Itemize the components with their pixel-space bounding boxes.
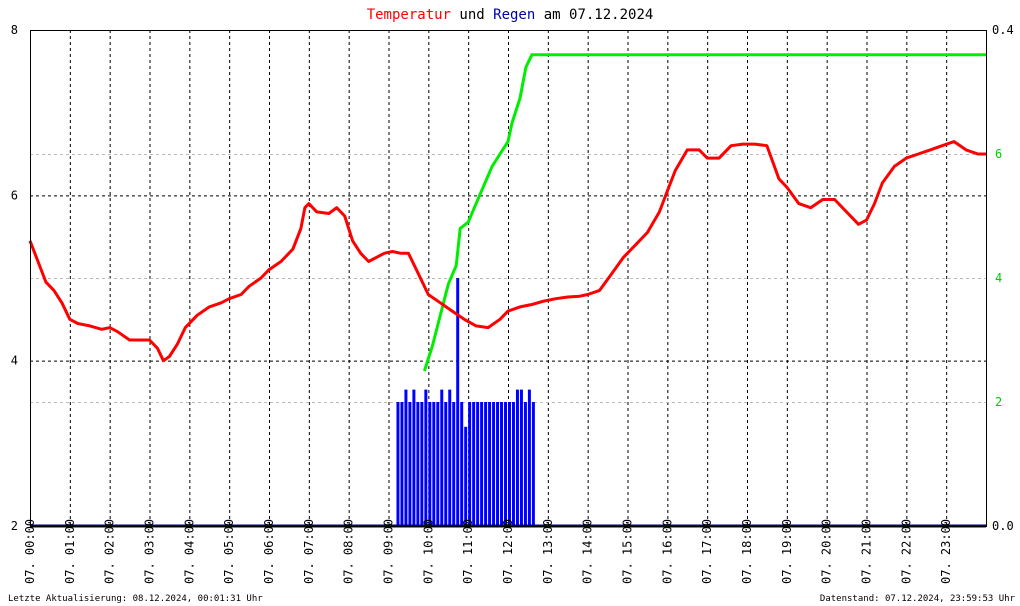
y-right-sum-tick-label: 4 [995,271,1002,285]
rain-bar [515,389,519,526]
rain-bar [440,389,444,526]
x-tick-label: 07. 23:00 [939,519,953,584]
rain-bar [432,402,436,526]
x-tick-label: 07. 18:00 [740,519,754,584]
rain-bar [464,426,468,526]
rain-bar [420,402,424,526]
rain-bar [472,402,476,526]
x-tick-label: 07. 19:00 [780,519,794,584]
y-right-rain-tick-label: 0.4 [992,23,1014,37]
rain-sum-line [422,53,986,372]
rain-bar [500,402,504,526]
x-tick-label: 07. 15:00 [621,519,635,584]
y-left-tick-label: 6 [11,188,18,202]
x-tick-label: 07. 13:00 [541,519,555,584]
rain-bar [492,402,496,526]
rain-bar [484,402,488,526]
rain-bar [452,402,456,526]
rain-bar [511,402,515,526]
grid [30,30,986,526]
rain-bar [428,402,432,526]
title-and: und [451,7,493,23]
x-tick-label: 07. 00:00 [23,519,37,584]
x-tick-label: 07. 08:00 [342,519,356,584]
title-rain: Regen [493,7,535,23]
title-temperature: Temperatur [367,7,451,23]
x-tick-label: 07. 03:00 [143,519,157,584]
y-right-sum-tick-label: 6 [995,147,1002,161]
rain-bar [412,389,416,526]
rain-bar [476,402,480,526]
footer-data-status: Datenstand: 07.12.2024, 23:59:53 Uhr [820,594,1016,604]
rain-bar [460,402,464,526]
rain-bar [416,402,420,526]
x-tick-label: 07. 01:00 [63,519,77,584]
y-left-tick-label: 8 [11,23,18,37]
y-axis-right: 0.0 0.4 2 4 6 [992,23,1014,533]
x-tick-label: 07. 22:00 [899,519,913,584]
y-right-sum-tick-label: 2 [995,395,1002,409]
x-tick-label: 07. 17:00 [700,519,714,584]
plot-frame [30,30,987,527]
x-tick-label: 07. 21:00 [860,519,874,584]
x-tick-label: 07. 02:00 [103,519,117,584]
rain-bar [436,402,440,526]
title-date: am 07.12.2024 [535,7,653,23]
rain-bar [523,402,527,526]
y-left-tick-label: 4 [11,354,18,368]
rain-bar [396,402,400,526]
rain-bar [531,402,535,526]
rain-bar [444,402,448,526]
x-tick-label: 07. 16:00 [660,519,674,584]
x-tick-label: 07. 05:00 [222,519,236,584]
footer-last-update: Letzte Aktualisierung: 08.12.2024, 00:01… [8,594,263,604]
rain-bar [400,402,404,526]
rain-bar [448,389,452,526]
rain-bar [468,402,472,526]
x-tick-label: 07. 12:00 [501,519,515,584]
chart-title: Temperatur und Regen am 07.12.2024 [367,7,654,23]
rain-bar [424,389,428,526]
x-tick-label: 07. 11:00 [461,519,475,584]
rain-bar [519,389,523,526]
rain-bar [504,402,507,526]
x-tick-label: 07. 06:00 [262,519,276,584]
rain-bar [408,402,412,526]
y-axis-left: 2 4 6 8 [11,23,18,533]
rain-bars [396,278,535,526]
x-tick-label: 07. 07:00 [302,519,316,584]
rain-bar [404,389,408,526]
x-tick-label: 07. 14:00 [581,519,595,584]
rain-bar [508,402,511,526]
x-tick-label: 07. 20:00 [820,519,834,584]
rain-bar [527,389,531,526]
temperature-line [28,140,986,363]
y-right-rain-tick-label: 0.0 [992,519,1014,533]
x-tick-label: 07. 09:00 [382,519,396,584]
rain-bar [480,402,484,526]
rain-bar [496,402,500,526]
y-left-tick-label: 2 [11,519,18,533]
x-tick-label: 07. 10:00 [421,519,435,584]
x-axis: 07. 00:00 07. 01:00 07. 02:00 07. 03:00 07. … [23,519,953,584]
rain-bar [488,402,492,526]
plot-border [30,30,987,527]
rain-bar [456,278,460,526]
x-tick-label: 07. 04:00 [182,519,196,584]
